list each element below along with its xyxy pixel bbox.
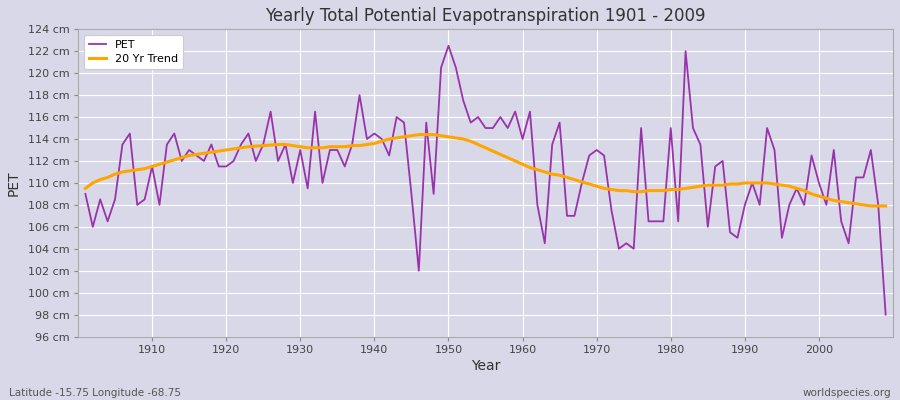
20 Yr Trend [525, 165, 535, 170]
20 Yr Trend [302, 145, 313, 150]
20 Yr Trend [80, 186, 91, 191]
Text: Latitude -15.75 Longitude -68.75: Latitude -15.75 Longitude -68.75 [9, 388, 181, 398]
PET [140, 197, 150, 202]
PET [880, 312, 891, 317]
PET [614, 246, 625, 251]
PET [443, 43, 454, 48]
Title: Yearly Total Potential Evapotranspiration 1901 - 2009: Yearly Total Potential Evapotranspiratio… [266, 7, 706, 25]
Text: worldspecies.org: worldspecies.org [803, 388, 891, 398]
PET [80, 192, 91, 196]
20 Yr Trend [140, 166, 150, 171]
Legend: PET, 20 Yr Trend: PET, 20 Yr Trend [84, 35, 184, 70]
20 Yr Trend [413, 132, 424, 137]
Line: 20 Yr Trend: 20 Yr Trend [86, 135, 886, 206]
Y-axis label: PET: PET [7, 170, 21, 196]
PET [518, 137, 528, 142]
20 Yr Trend [866, 204, 877, 208]
20 Yr Trend [346, 143, 357, 148]
20 Yr Trend [614, 188, 625, 193]
PET [525, 109, 535, 114]
PET [302, 186, 313, 191]
PET [346, 142, 357, 147]
20 Yr Trend [880, 204, 891, 208]
X-axis label: Year: Year [471, 359, 500, 373]
Line: PET: PET [86, 46, 886, 315]
20 Yr Trend [518, 162, 528, 167]
